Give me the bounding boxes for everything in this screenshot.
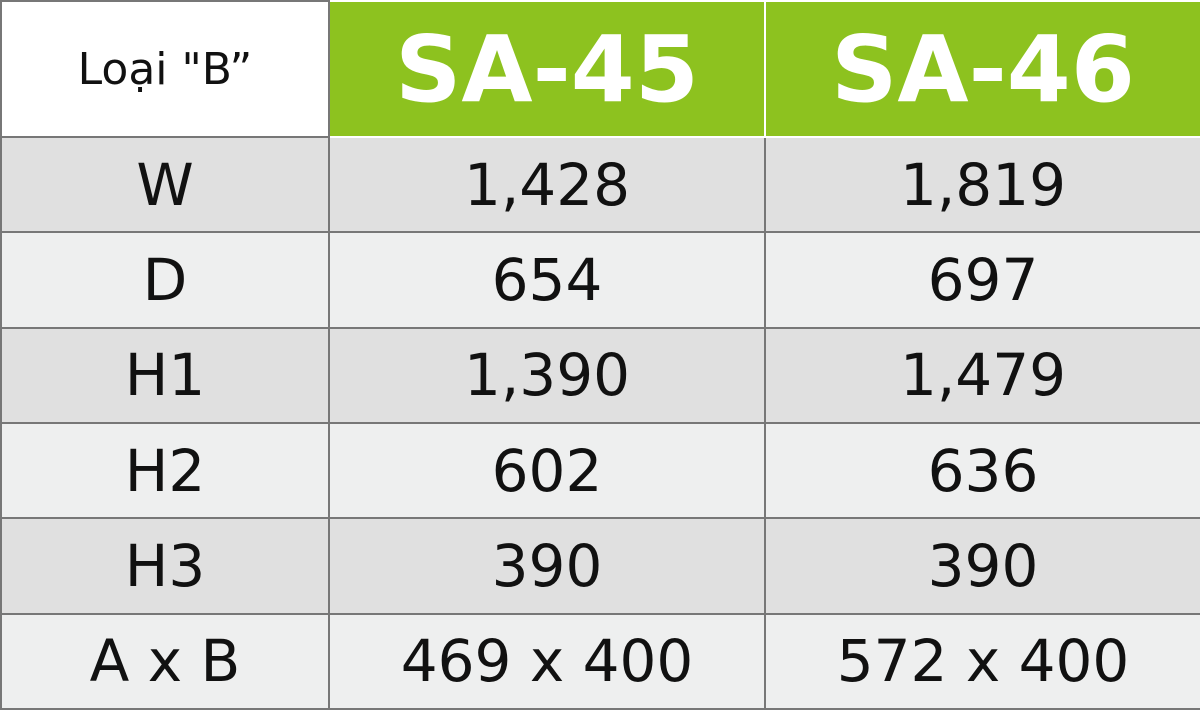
- cell: 469 x 400: [328, 612, 766, 710]
- cell: 602: [328, 421, 766, 520]
- cell: 1,819: [764, 135, 1200, 234]
- cell: 1,479: [764, 326, 1200, 424]
- header-row: Loại "B” SA-45 SA-46: [0, 0, 1200, 138]
- row-label: H1: [0, 326, 330, 424]
- cell: 697: [764, 231, 1200, 329]
- header-cell: Loại "B”: [0, 0, 330, 138]
- row-label: D: [0, 231, 330, 329]
- cell: 390: [764, 517, 1200, 615]
- row-label: W: [0, 135, 330, 234]
- table-row: D 654 697: [0, 231, 1200, 329]
- cell: 654: [328, 231, 766, 329]
- cell: 390: [328, 517, 766, 615]
- table-row: W 1,428 1,819: [0, 135, 1200, 234]
- cell: 636: [764, 421, 1200, 520]
- row-label: A x B: [0, 612, 330, 710]
- header-cell: SA-46: [764, 0, 1200, 138]
- row-label: H3: [0, 517, 330, 615]
- table-row: H2 602 636: [0, 421, 1200, 520]
- table-body: W 1,428 1,819 D 654 697 H1 1,390 1,479 H2 602 636 H3…: [0, 135, 1200, 710]
- cell: 572 x 400: [764, 612, 1200, 710]
- table-row: A x B 469 x 400 572 x 400: [0, 612, 1200, 710]
- table-row: H3 390 390: [0, 517, 1200, 615]
- row-label: H2: [0, 421, 330, 520]
- cell: 1,390: [328, 326, 766, 424]
- header-cell: SA-45: [328, 0, 766, 138]
- table-row: H1 1,390 1,479: [0, 326, 1200, 424]
- cell: 1,428: [328, 135, 766, 234]
